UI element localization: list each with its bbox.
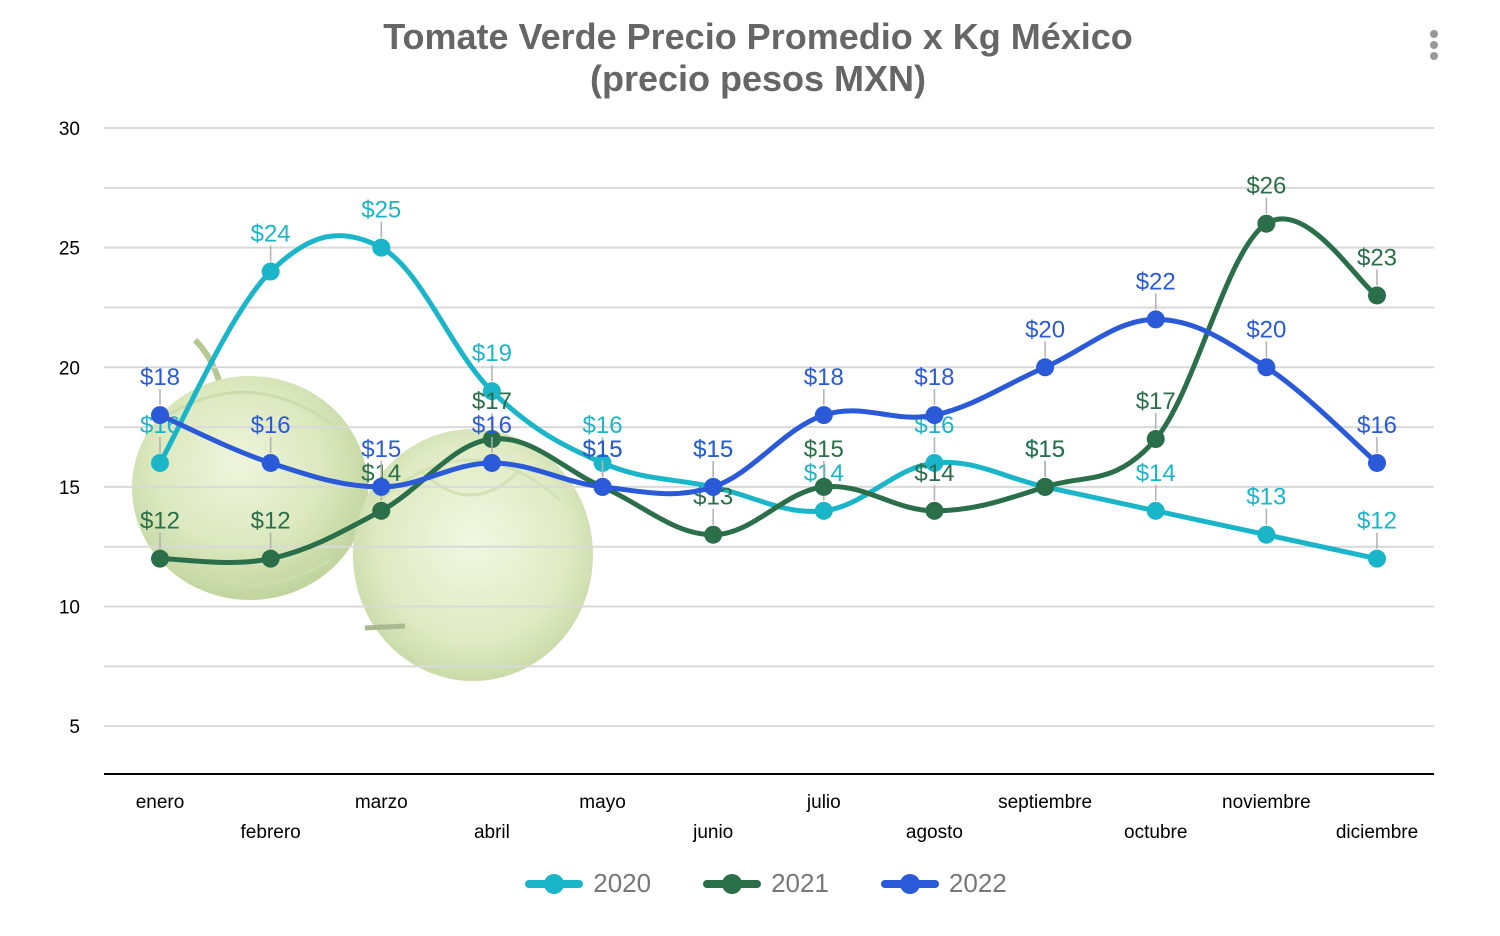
data-label: $15: [1025, 436, 1065, 463]
legend-label: 2021: [771, 868, 829, 898]
legend-swatch: [703, 873, 762, 894]
data-label: $25: [361, 197, 401, 224]
series-2022: $18$16$15$16$15 $15$18 $18$20$22$20$16: [140, 268, 1397, 497]
data-point[interactable]: [1368, 549, 1386, 568]
data-label: $12: [1357, 508, 1397, 535]
chart-subtitle-line: (precio pesos MXN): [589, 58, 927, 99]
x-tick-label: marzo: [355, 792, 408, 813]
data-point[interactable]: [372, 477, 391, 496]
data-label: $15: [361, 436, 401, 463]
data-point[interactable]: [704, 525, 723, 544]
chart-legend: 2020 2021 2022: [0, 868, 1500, 899]
data-label: $16: [472, 412, 512, 439]
data-point[interactable]: [1257, 358, 1276, 377]
data-point[interactable]: [925, 453, 944, 472]
data-label: $22: [1136, 268, 1176, 295]
legend-swatch: [880, 873, 939, 894]
data-point[interactable]: [1257, 525, 1276, 544]
data-label: $18: [140, 364, 180, 391]
data-point[interactable]: [1368, 286, 1386, 305]
data-point[interactable]: [151, 406, 169, 425]
data-point[interactable]: [482, 453, 501, 472]
y-tick-label: 15: [59, 478, 80, 499]
y-tick-label: 30: [59, 119, 80, 140]
data-point[interactable]: [814, 477, 833, 496]
data-point[interactable]: [704, 477, 723, 496]
data-label: $15: [693, 436, 733, 463]
x-tick-label: enero: [136, 792, 185, 813]
data-label: $24: [251, 221, 291, 248]
x-tick-label: mayo: [579, 792, 625, 813]
data-point[interactable]: [814, 501, 833, 520]
x-tick-label: noviembre: [1222, 792, 1311, 813]
chart-title: Tomate Verde Precio Promedio x Kg México…: [0, 16, 1500, 100]
chart-title-line: Tomate Verde Precio Promedio x Kg México: [383, 16, 1133, 57]
y-tick-label: 5: [69, 717, 80, 738]
y-tick-label: 20: [59, 358, 80, 379]
data-label: $18: [804, 364, 844, 391]
data-point[interactable]: [261, 262, 280, 281]
legend-item-2022[interactable]: 2022: [880, 868, 1007, 899]
data-label: $12: [251, 508, 291, 535]
data-label: $17: [472, 388, 512, 415]
data-label: $20: [1025, 316, 1065, 343]
legend-item-2021[interactable]: 2021: [703, 868, 829, 899]
x-tick-label: julio: [806, 792, 841, 813]
data-label: $15: [804, 436, 844, 463]
data-point[interactable]: [372, 238, 391, 257]
data-point[interactable]: [925, 501, 944, 520]
x-tick-label: febrero: [241, 822, 301, 843]
data-point[interactable]: [925, 406, 944, 425]
x-tick-label: diciembre: [1336, 822, 1418, 843]
data-label: $14: [914, 460, 954, 487]
legend-swatch: [525, 873, 584, 894]
data-point[interactable]: [372, 501, 391, 520]
x-tick-label: octubre: [1124, 822, 1187, 843]
data-point[interactable]: [593, 477, 612, 496]
data-label: $12: [140, 508, 180, 535]
x-tick-label: septiembre: [998, 792, 1092, 813]
data-label: $18: [914, 364, 954, 391]
data-point[interactable]: [151, 453, 169, 472]
data-point[interactable]: [1257, 214, 1276, 233]
data-label: $15: [583, 436, 623, 463]
data-point[interactable]: [814, 406, 833, 425]
data-label: $26: [1246, 173, 1286, 200]
data-label: $13: [1246, 484, 1286, 511]
x-tick-label: abril: [474, 822, 510, 843]
data-point[interactable]: [1036, 358, 1055, 377]
data-label: $16: [1357, 412, 1397, 439]
data-point[interactable]: [1146, 430, 1165, 449]
data-label: $19: [472, 340, 512, 367]
data-point[interactable]: [1146, 310, 1165, 329]
line-chart: 5 10 15 20 25 30 enero febrero marzo abril mayo ju…: [59, 119, 1434, 843]
tomatillo-image: [132, 337, 593, 681]
y-tick-label: 25: [59, 239, 80, 260]
data-label: $20: [1246, 316, 1286, 343]
x-tick-label: junio: [692, 822, 733, 843]
data-label: $16: [251, 412, 291, 439]
data-label: $16: [583, 412, 623, 439]
data-point[interactable]: [151, 549, 169, 568]
legend-label: 2022: [948, 868, 1007, 898]
data-point[interactable]: [1368, 453, 1386, 472]
data-point[interactable]: [1036, 477, 1055, 496]
data-label: $17: [1136, 388, 1176, 415]
data-point[interactable]: [261, 549, 280, 568]
x-tick-label: agosto: [906, 822, 963, 843]
legend-label: 2020: [593, 868, 652, 898]
more-vertical-icon[interactable]: [1422, 28, 1446, 62]
data-label: $14: [1136, 460, 1176, 487]
data-label: $15: [1025, 436, 1065, 463]
data-point[interactable]: [261, 453, 280, 472]
series-2021: $12 $12 $14 $17 $15 $13 $15 $14 $15 $17 $26 $23: [140, 173, 1397, 568]
data-label: $23: [1357, 244, 1397, 271]
legend-item-2020[interactable]: 2020: [525, 868, 651, 899]
data-label: $15: [693, 436, 733, 463]
data-point[interactable]: [482, 382, 501, 401]
data-point[interactable]: [1146, 501, 1165, 520]
y-tick-label: 10: [59, 598, 80, 619]
data-label: $15: [583, 436, 623, 463]
